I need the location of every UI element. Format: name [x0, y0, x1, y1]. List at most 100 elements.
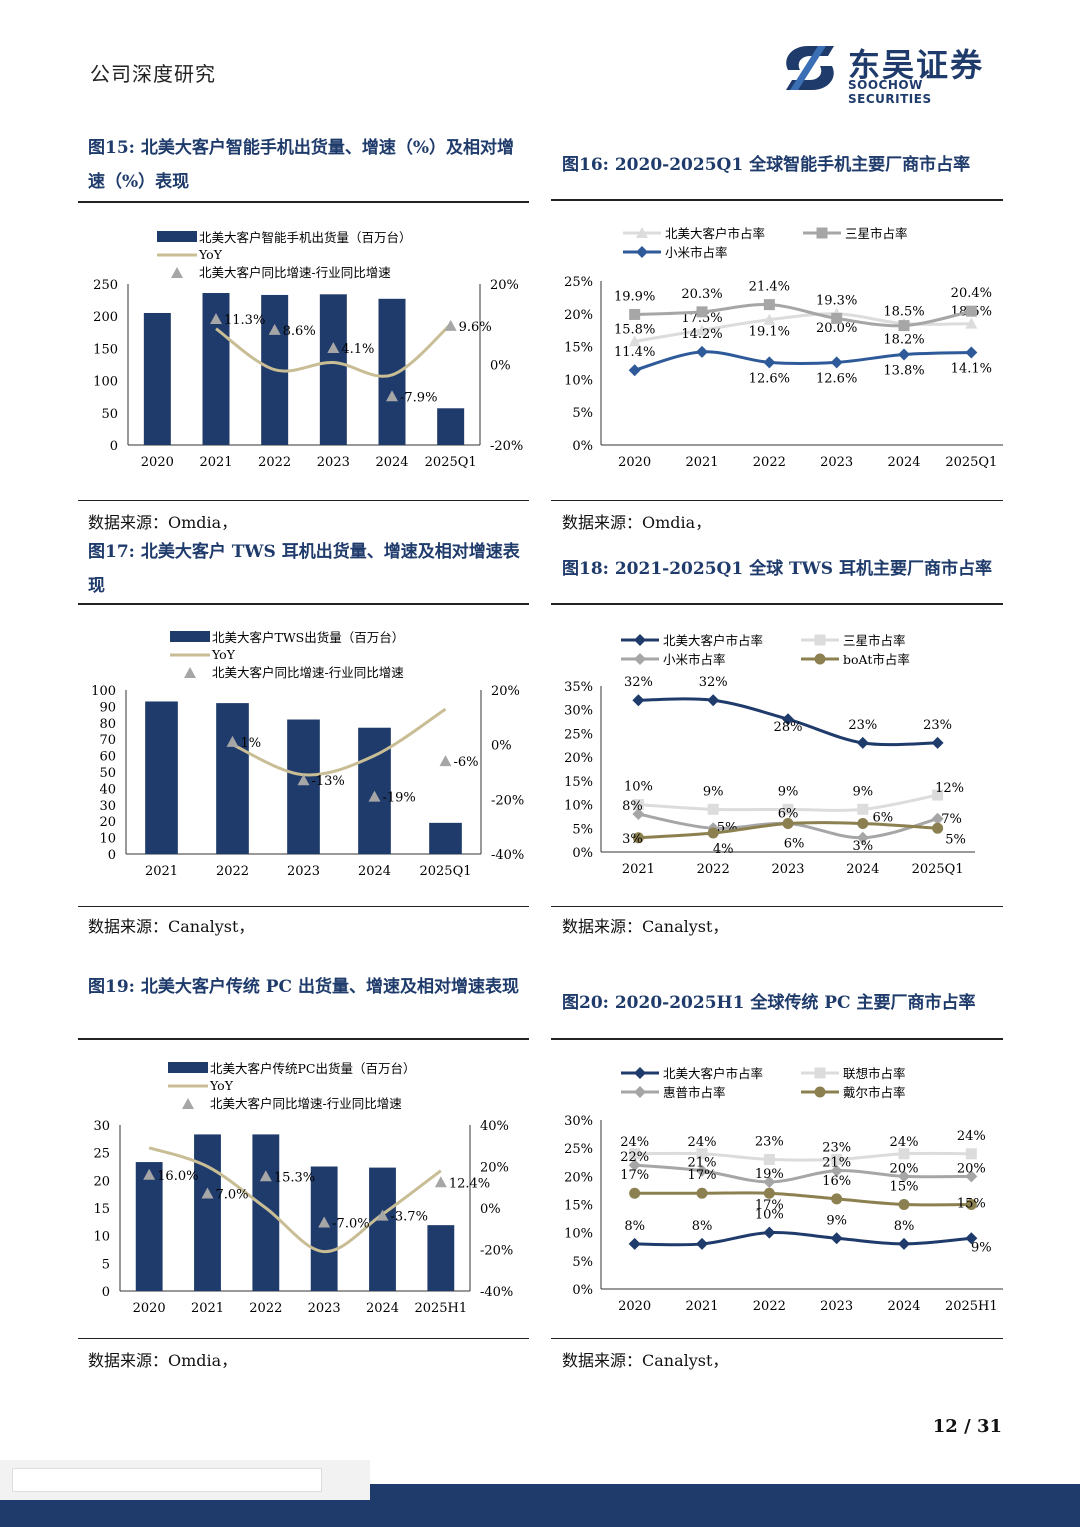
relative-growth-marker [259, 1170, 272, 1182]
data-point [898, 320, 910, 332]
data-label: 12.6% [749, 371, 790, 386]
series-line [634, 1231, 972, 1247]
y-tick: 5% [572, 406, 593, 421]
data-label: 13.8% [883, 363, 924, 378]
data-point [931, 812, 944, 825]
y-left-tick: 100 [91, 684, 116, 699]
y-tick: 30% [564, 1114, 593, 1129]
relative-growth-marker [439, 755, 452, 767]
divider [78, 603, 529, 605]
data-point [965, 1170, 978, 1183]
x-tick-label: 2020 [141, 455, 174, 470]
data-point [696, 1237, 708, 1250]
data-point [857, 818, 869, 830]
relative-growth-label: -13% [312, 774, 345, 789]
data-point [696, 345, 708, 358]
data-label: 7% [941, 812, 962, 827]
legend-swatch-marker [634, 1086, 646, 1098]
series-line [634, 350, 972, 372]
data-label: 24% [620, 1135, 649, 1150]
data-label: 8% [894, 1219, 915, 1234]
data-label: 19% [755, 1167, 784, 1182]
legend-bar-swatch [168, 1062, 208, 1073]
legend-swatch-marker [634, 1067, 646, 1079]
data-label: 5% [945, 832, 966, 847]
legend-swatch-marker [814, 1067, 826, 1079]
y-left-tick: 60 [99, 750, 116, 765]
y-left-tick: 0 [110, 439, 118, 454]
data-point [763, 1153, 775, 1165]
y-left-tick: 20 [93, 1174, 110, 1189]
y-left-tick: 80 [99, 717, 116, 732]
legend-yoy-label: YoY [198, 247, 223, 262]
y-tick: 20% [564, 1170, 593, 1185]
data-label: 9% [852, 784, 873, 799]
data-label: 6% [778, 807, 799, 822]
data-label: 20.0% [816, 321, 857, 336]
chart-tws-shipments: 北美大客户TWS出货量（百万台） YoY 北美大客户同比增速-行业同比增速 0 10 20… [80, 626, 530, 886]
legend-bar-swatch [170, 631, 210, 642]
y-tick: 15% [564, 775, 593, 790]
data-point [763, 1226, 776, 1239]
legend-yoy-label: YoY [209, 1078, 234, 1093]
data-label: 19.1% [749, 325, 790, 340]
data-point [632, 808, 645, 821]
divider [78, 1338, 529, 1339]
logo-chinese-name: 东吴证券 [848, 46, 985, 84]
y-right-tick: 20% [490, 278, 519, 293]
data-point [696, 306, 708, 318]
data-label: 18.2% [883, 333, 924, 348]
legend-label: 北美大客户市占率 [663, 633, 763, 648]
legend-label: 戴尔市占率 [843, 1085, 906, 1100]
data-point [965, 1199, 977, 1210]
divider [78, 906, 529, 907]
x-tick-label: 2020 [618, 1299, 651, 1314]
x-tick-label: 2025H1 [945, 1299, 998, 1314]
data-point [857, 803, 869, 815]
bar [369, 1167, 396, 1291]
data-point [831, 312, 843, 324]
legend-swatch-marker [634, 634, 646, 646]
y-tick: 5% [572, 822, 593, 837]
y-right-tick: -40% [480, 1285, 513, 1300]
figure-18-source: 数据来源：Canalyst， [562, 917, 729, 936]
relative-growth-label: 7.0% [216, 1187, 249, 1202]
data-label: 9% [778, 784, 799, 799]
y-left-tick: 10 [99, 832, 116, 847]
relative-growth-marker [327, 341, 340, 353]
y-right-tick: 0% [491, 739, 512, 754]
y-right-tick: -20% [490, 439, 523, 454]
relative-growth-label: -3.7% [391, 1210, 428, 1225]
x-tick-label: 2025H1 [414, 1301, 467, 1316]
relative-growth-marker [376, 1209, 389, 1221]
data-point [932, 789, 944, 801]
legend-marker-swatch [184, 667, 196, 678]
relative-growth-marker [444, 319, 457, 331]
x-tick-label: 2021 [199, 455, 232, 470]
brand-logo: 东吴证券 SOOCHOW SECURITIES [778, 42, 1004, 106]
data-point [696, 324, 708, 336]
data-point [707, 803, 719, 815]
data-point [830, 356, 843, 369]
data-label: 20% [957, 1161, 986, 1176]
data-label: 19.9% [614, 289, 655, 304]
data-label: 17% [688, 1168, 717, 1183]
legend-bar-swatch [157, 231, 197, 242]
data-label: 23% [755, 1134, 784, 1149]
data-label: 21% [822, 1156, 851, 1171]
x-tick-label: 2022 [697, 862, 730, 877]
divider [551, 500, 1003, 501]
chart-tws-share: 北美大客户市占率 三星市占率 小米市占率 boAt市占率 0% 5% 10% 15% 20% 25… [553, 626, 1003, 886]
legend-swatch-marker [814, 1086, 826, 1098]
data-label: 24% [957, 1129, 986, 1144]
legend-marker-swatch [182, 1098, 194, 1109]
bar [429, 822, 462, 854]
relative-growth-label: 16.0% [157, 1169, 198, 1184]
x-tick-label: 2024 [358, 864, 391, 879]
y-right-tick: 0% [480, 1202, 501, 1217]
x-tick-label: 2020 [133, 1301, 166, 1316]
y-left-tick: 200 [93, 310, 118, 325]
data-label: 17% [755, 1198, 784, 1213]
relative-growth-marker [210, 313, 222, 325]
legend-swatch-marker [634, 653, 646, 665]
